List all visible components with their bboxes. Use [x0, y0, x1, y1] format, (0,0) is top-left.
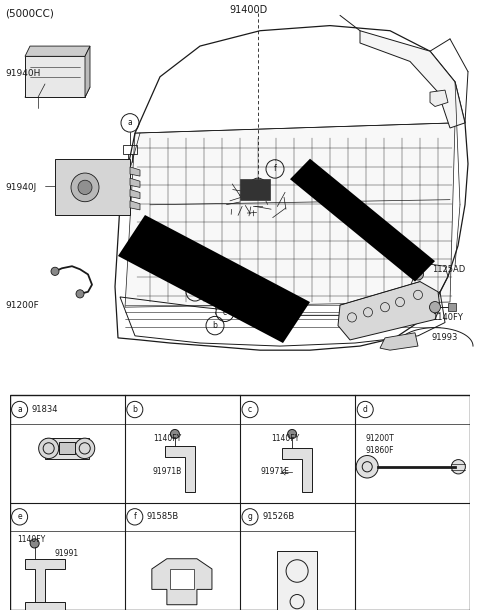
Polygon shape: [55, 159, 130, 215]
Text: g: g: [248, 513, 252, 521]
Text: d: d: [192, 287, 197, 296]
Polygon shape: [240, 179, 270, 200]
Text: a: a: [128, 118, 132, 128]
Text: g: g: [242, 298, 247, 307]
Polygon shape: [152, 559, 212, 605]
Polygon shape: [59, 442, 75, 455]
Text: 91971B: 91971B: [153, 467, 182, 476]
Circle shape: [451, 460, 466, 474]
Polygon shape: [25, 46, 90, 56]
Polygon shape: [25, 87, 90, 97]
Polygon shape: [118, 215, 310, 343]
Circle shape: [39, 438, 59, 458]
Polygon shape: [380, 333, 418, 350]
Polygon shape: [130, 178, 140, 187]
Text: 91526B: 91526B: [262, 513, 294, 521]
Text: e: e: [256, 183, 260, 192]
Text: 91940J: 91940J: [5, 183, 36, 192]
Text: d: d: [363, 405, 368, 414]
Text: 1140FY: 1140FY: [432, 313, 463, 322]
Polygon shape: [130, 190, 140, 198]
Text: 91585B: 91585B: [147, 513, 179, 521]
Text: f: f: [133, 513, 136, 521]
Polygon shape: [125, 123, 455, 307]
Text: f: f: [274, 164, 276, 174]
Text: 91971E: 91971E: [260, 467, 289, 476]
Polygon shape: [45, 438, 89, 458]
Polygon shape: [413, 259, 423, 264]
Text: 91940H: 91940H: [5, 69, 40, 78]
Text: b: b: [132, 405, 137, 414]
Circle shape: [170, 429, 180, 439]
Text: 91200T: 91200T: [365, 434, 394, 443]
Text: (5000CC): (5000CC): [5, 8, 54, 18]
Text: 1140FY: 1140FY: [153, 434, 181, 443]
Circle shape: [78, 180, 92, 195]
Polygon shape: [25, 56, 85, 97]
Text: 1140FY: 1140FY: [271, 434, 299, 443]
Polygon shape: [130, 201, 140, 210]
Text: 91200F: 91200F: [5, 301, 39, 310]
Polygon shape: [130, 167, 140, 176]
Circle shape: [76, 290, 84, 298]
Polygon shape: [165, 447, 195, 492]
Polygon shape: [170, 569, 194, 590]
Text: c: c: [223, 308, 227, 317]
Text: 91400D: 91400D: [229, 5, 267, 15]
Polygon shape: [360, 31, 465, 128]
Text: 91834: 91834: [32, 405, 58, 414]
Circle shape: [71, 173, 99, 201]
Polygon shape: [448, 303, 456, 311]
Polygon shape: [24, 602, 65, 610]
Text: c: c: [248, 405, 252, 414]
Circle shape: [412, 269, 423, 280]
Circle shape: [51, 267, 59, 275]
Polygon shape: [85, 46, 90, 97]
Circle shape: [288, 429, 297, 439]
Text: 1125AD: 1125AD: [432, 265, 465, 274]
Text: a: a: [17, 405, 22, 414]
Circle shape: [356, 455, 378, 478]
Text: e: e: [17, 513, 22, 521]
Polygon shape: [282, 448, 312, 492]
Polygon shape: [338, 282, 440, 340]
Polygon shape: [430, 90, 448, 107]
Text: 1140FY: 1140FY: [18, 535, 46, 544]
Text: b: b: [213, 321, 217, 330]
Bar: [277, 551, 317, 612]
Circle shape: [430, 302, 441, 313]
Polygon shape: [290, 159, 435, 282]
Polygon shape: [24, 559, 65, 605]
Text: 91991: 91991: [55, 548, 79, 557]
Circle shape: [75, 438, 95, 458]
Text: 91993: 91993: [432, 333, 458, 342]
Text: 91860F: 91860F: [365, 447, 394, 455]
Circle shape: [30, 539, 39, 548]
